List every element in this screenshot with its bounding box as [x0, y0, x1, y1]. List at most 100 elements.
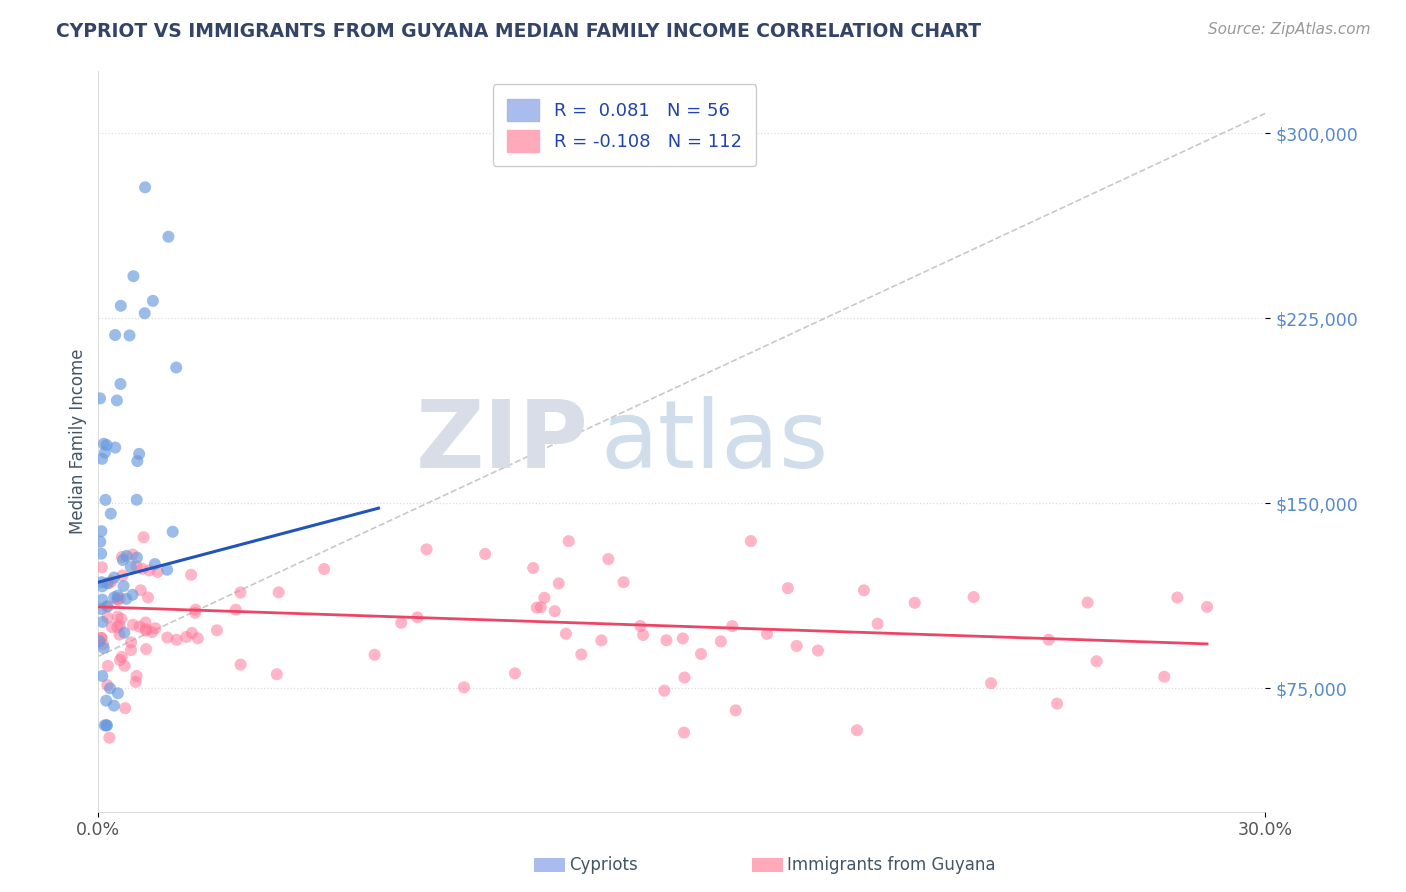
Point: [114, 701, 136, 715]
Point: [125, 492, 148, 507]
Point: [187, 632, 209, 646]
Point: [710, 634, 733, 648]
Point: [266, 667, 288, 681]
Point: [111, 553, 134, 567]
Y-axis label: Median Family Income: Median Family Income: [69, 349, 87, 534]
Point: [90, 602, 112, 616]
Point: [120, 635, 142, 649]
Point: [97, 576, 120, 591]
Point: [721, 619, 744, 633]
Point: [776, 581, 799, 595]
Point: [121, 548, 143, 562]
Point: [613, 575, 636, 590]
Point: [533, 591, 555, 605]
Point: [107, 592, 129, 607]
Point: [96, 599, 118, 614]
Point: [111, 650, 134, 665]
Point: [141, 625, 163, 640]
Point: [522, 561, 544, 575]
Point: [96, 438, 118, 452]
Point: [91, 451, 114, 466]
Point: [157, 229, 180, 244]
Point: [1038, 632, 1060, 647]
Point: [108, 618, 131, 632]
Point: [97, 658, 120, 673]
Point: [673, 725, 696, 739]
Point: [90, 524, 112, 539]
Point: [526, 600, 548, 615]
Point: [112, 579, 135, 593]
Point: [107, 609, 129, 624]
Point: [96, 678, 118, 692]
Point: [114, 658, 136, 673]
Point: [389, 615, 412, 630]
Point: [807, 643, 830, 657]
Point: [118, 328, 141, 343]
Point: [103, 570, 125, 584]
Point: [125, 669, 148, 683]
Point: [544, 604, 567, 618]
Point: [628, 619, 651, 633]
Point: [166, 632, 188, 647]
Point: [96, 718, 118, 732]
Point: [96, 718, 118, 732]
Point: [474, 547, 496, 561]
Point: [104, 328, 127, 343]
Point: [165, 360, 187, 375]
Point: [132, 530, 155, 544]
Point: [111, 549, 134, 564]
Point: [94, 445, 117, 459]
Point: [91, 615, 114, 629]
Point: [90, 631, 112, 645]
Point: [205, 624, 228, 638]
Point: [547, 576, 569, 591]
Point: [105, 592, 128, 607]
Point: [740, 534, 762, 549]
Point: [569, 648, 592, 662]
Point: [125, 559, 148, 574]
Point: [121, 588, 143, 602]
Point: [127, 454, 149, 468]
Point: [786, 639, 808, 653]
Point: [90, 575, 112, 590]
Point: [124, 674, 146, 689]
Point: [156, 563, 179, 577]
Point: [129, 583, 152, 598]
Point: [654, 683, 676, 698]
Point: [90, 631, 112, 645]
Text: Source: ZipAtlas.com: Source: ZipAtlas.com: [1208, 22, 1371, 37]
Point: [122, 269, 145, 284]
Point: [631, 628, 654, 642]
Point: [122, 617, 145, 632]
Point: [846, 723, 869, 738]
Point: [724, 703, 747, 717]
Point: [503, 666, 526, 681]
Point: [96, 694, 118, 708]
Point: [557, 534, 579, 549]
Point: [125, 550, 148, 565]
Point: [267, 585, 290, 599]
Point: [98, 731, 121, 745]
Point: [134, 615, 156, 630]
Point: [980, 676, 1002, 690]
Point: [110, 612, 132, 626]
Point: [184, 606, 207, 620]
Point: [134, 180, 156, 194]
Point: [94, 492, 117, 507]
Text: atlas: atlas: [600, 395, 828, 488]
Point: [131, 562, 153, 576]
Point: [135, 622, 157, 636]
Point: [655, 633, 678, 648]
Point: [530, 600, 553, 615]
Point: [180, 567, 202, 582]
Point: [112, 625, 135, 640]
Point: [128, 447, 150, 461]
Point: [962, 590, 984, 604]
Point: [93, 718, 115, 732]
Point: [103, 591, 125, 605]
Point: [406, 610, 429, 624]
Point: [229, 657, 252, 672]
Point: [107, 589, 129, 603]
Point: [120, 560, 142, 574]
Point: [107, 686, 129, 700]
